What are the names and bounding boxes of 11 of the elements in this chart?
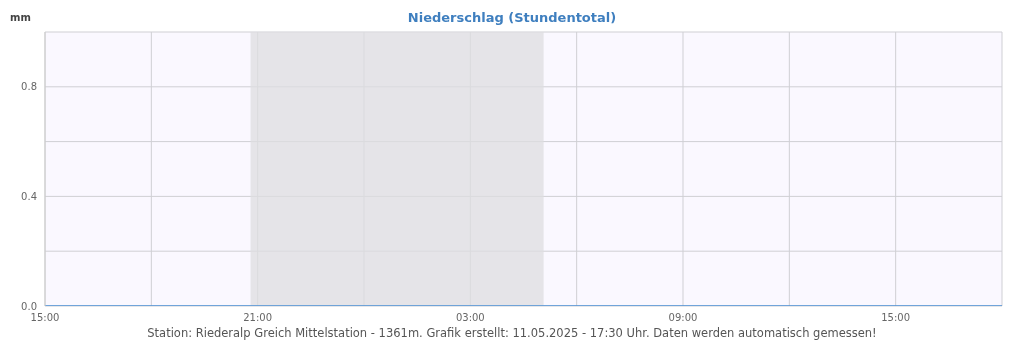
y-tick-label: 0.0	[21, 300, 37, 312]
x-tick-label: 15:00	[881, 312, 911, 324]
text: Station: Riederalp Greich Mittelstation - 1361m. Grafik erstellt: 11.05.2025 - 17:30 Uhr. Daten werden automatisch gemessen!	[146, 326, 878, 340]
y-tick-label: 0.8	[21, 81, 37, 93]
x-tick-label: 21:00	[243, 312, 273, 324]
x-tick-label: 09:00	[668, 312, 698, 324]
x-tick-label: 15:00	[30, 312, 60, 324]
y-tick-label: 0.4	[21, 190, 37, 202]
chart-title: Niederschlag (Stundentotal)	[407, 10, 617, 25]
x-tick-label: 03:00	[455, 312, 485, 324]
y-axis-title: mm	[10, 12, 31, 23]
